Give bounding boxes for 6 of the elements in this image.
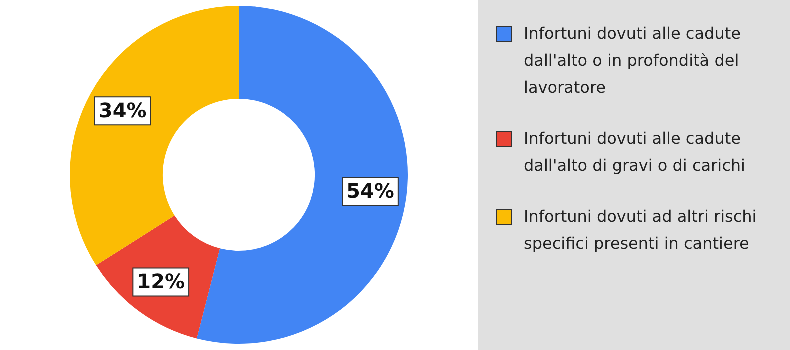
legend-label: Infortuni dovuti alle cadute dall'alto di gravi o di carichi	[524, 128, 746, 177]
legend-label: Infortuni dovuti ad altri rischi specifici presenti in cantiere	[524, 206, 758, 255]
data-label: 12%	[137, 269, 186, 294]
data-label: 54%	[346, 178, 394, 203]
legend-label: Infortuni dovuti alle cadute dall'alto o in profondità del lavoratore	[524, 23, 742, 99]
data-label: 34%	[98, 98, 147, 122]
